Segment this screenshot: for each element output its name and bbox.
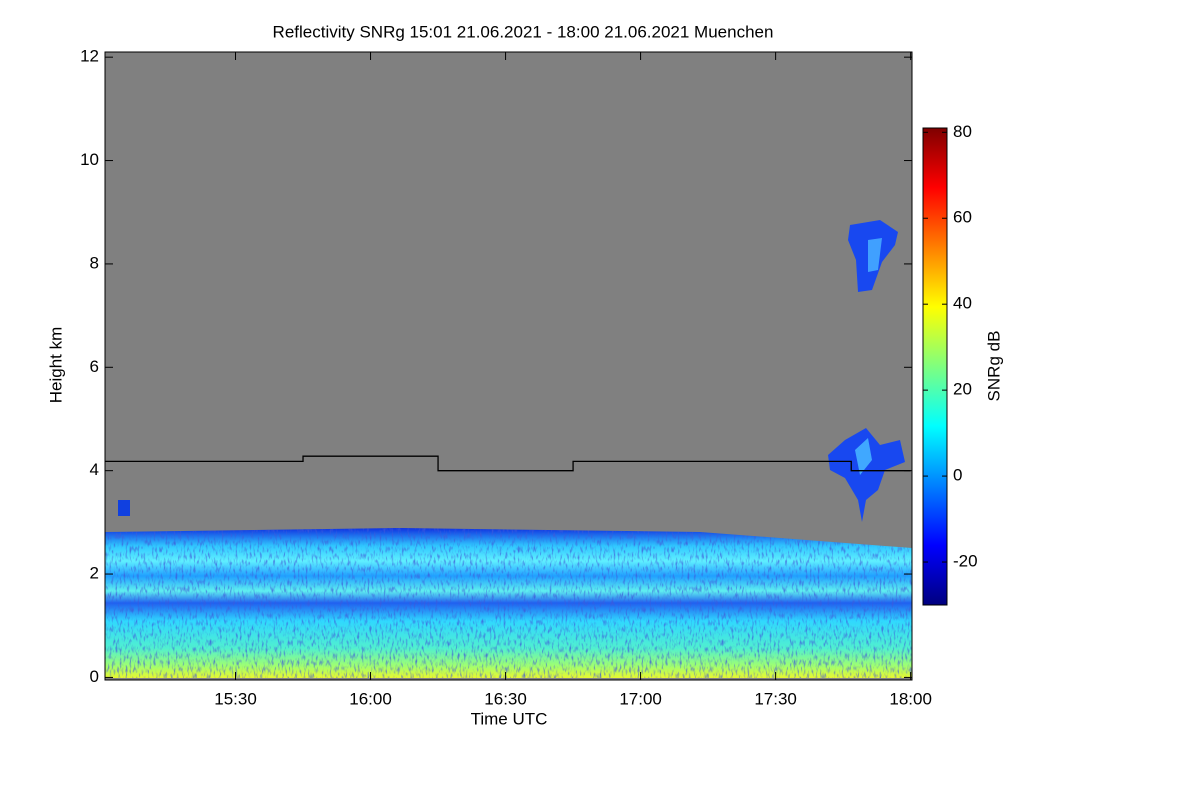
y-tick-label: 10 [80,150,99,169]
colorbar-tick-label: 40 [953,294,972,313]
plot-frame [104,51,913,681]
colorbar-tick-label: 80 [953,122,972,141]
x-axis-label: Time UTC [471,709,548,728]
cloud [828,428,905,522]
x-tick-label: 17:30 [754,689,797,708]
cloud-core [868,238,882,272]
colorbar-tick-label: -20 [953,552,978,571]
y-tick-label: 4 [90,460,99,479]
colorbar-tick-label: 60 [953,208,972,227]
boundary-line [105,455,911,472]
x-tick-label: 16:00 [349,689,392,708]
y-axis-label: Height km [46,327,65,404]
colorbar-tick-label: 20 [953,380,972,399]
chart-title: Reflectivity SNRg 15:01 21.06.2021 - 18:… [273,22,774,41]
x-tick-label: 18:00 [889,689,932,708]
y-tick-label: 2 [90,564,99,583]
y-tick-label: 0 [90,667,99,686]
heatmap [105,52,912,680]
colorbar [922,127,948,606]
colorbar-label: SNRg dB [984,331,1003,402]
x-tick-label: 15:30 [214,689,257,708]
echo-patch [118,500,130,516]
y-tick-label: 8 [90,253,99,272]
cloud-core [855,438,872,475]
y-tick-label: 12 [80,47,99,66]
y-tick-label: 6 [90,357,99,376]
colorbar-tick-label: 0 [953,466,962,485]
x-tick-label: 16:30 [484,689,527,708]
x-tick-label: 17:00 [619,689,662,708]
echo-texture [105,528,912,678]
